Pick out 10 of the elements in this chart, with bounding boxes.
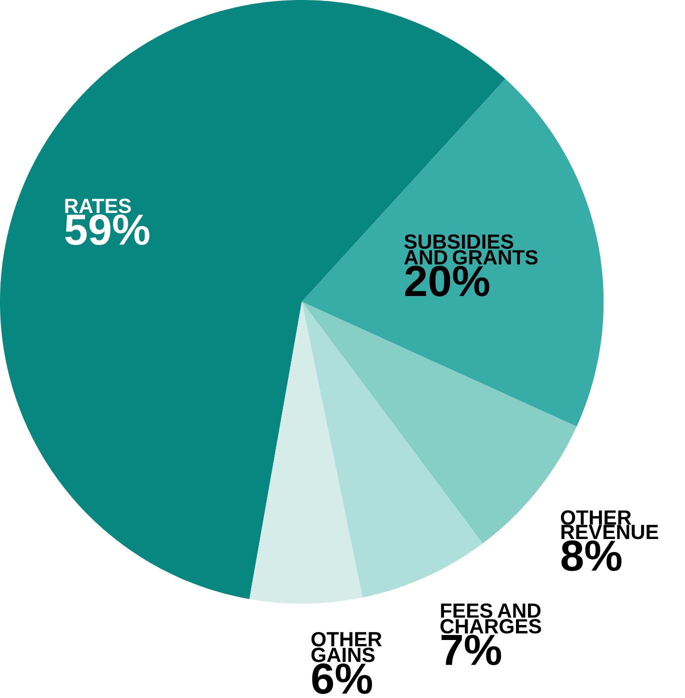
data-label: 20% (405, 266, 490, 296)
data-label: 6% (312, 663, 372, 694)
slice-label: OTHER GAINS (312, 632, 382, 662)
slice-label: OTHER REVENUE (561, 510, 658, 540)
slice-label: RATES (65, 198, 131, 214)
data-label: 7% (442, 634, 502, 666)
slice-label: SUBSIDIES AND GRANTS (404, 234, 538, 265)
data-label: 59% (65, 214, 150, 246)
slice-label: FEES AND CHARGES (440, 603, 542, 634)
data-label: 8% (562, 540, 622, 572)
